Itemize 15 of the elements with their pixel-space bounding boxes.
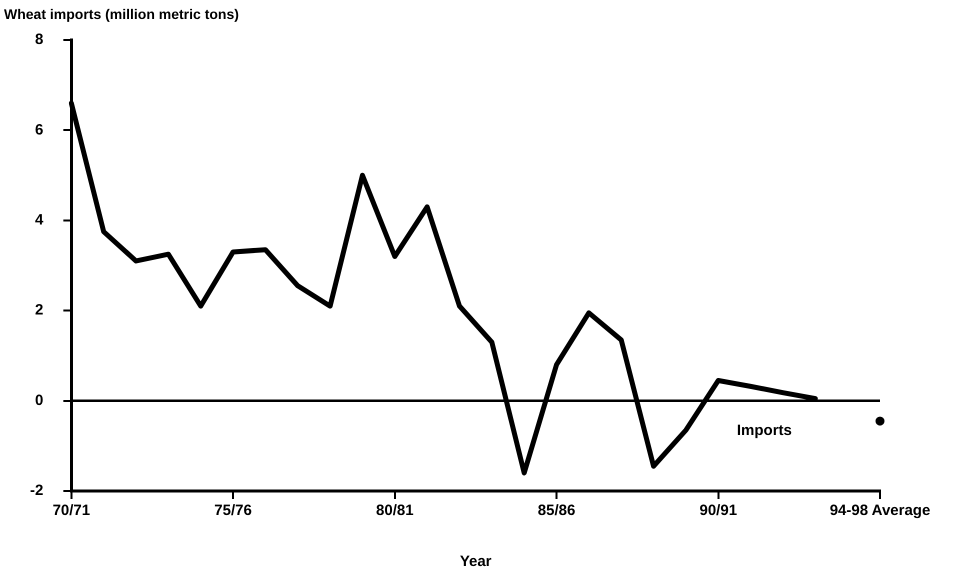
y-tick-label: 8: [34, 31, 44, 48]
annotation: Imports: [736, 422, 792, 439]
x-axis-title: Year: [460, 553, 492, 570]
x-tick-label: 80/81: [376, 502, 414, 520]
y-tick-label: -2: [30, 482, 44, 500]
x-tick-label: 94-98 Average: [830, 502, 930, 520]
x-tick-label: 70/71: [52, 502, 90, 520]
x-tick-label: 75/76: [214, 502, 252, 520]
y-axis-title: Wheat imports (million metric tons): [4, 6, 239, 22]
y-tick-label: 2: [34, 302, 44, 319]
y-tick-label: 0: [34, 392, 44, 409]
y-tick-label: 4: [34, 212, 44, 229]
x-tick-label: 85/86: [538, 502, 576, 520]
x-tick-label: 90/91: [699, 502, 738, 520]
y-tick-label: 6: [34, 121, 44, 138]
